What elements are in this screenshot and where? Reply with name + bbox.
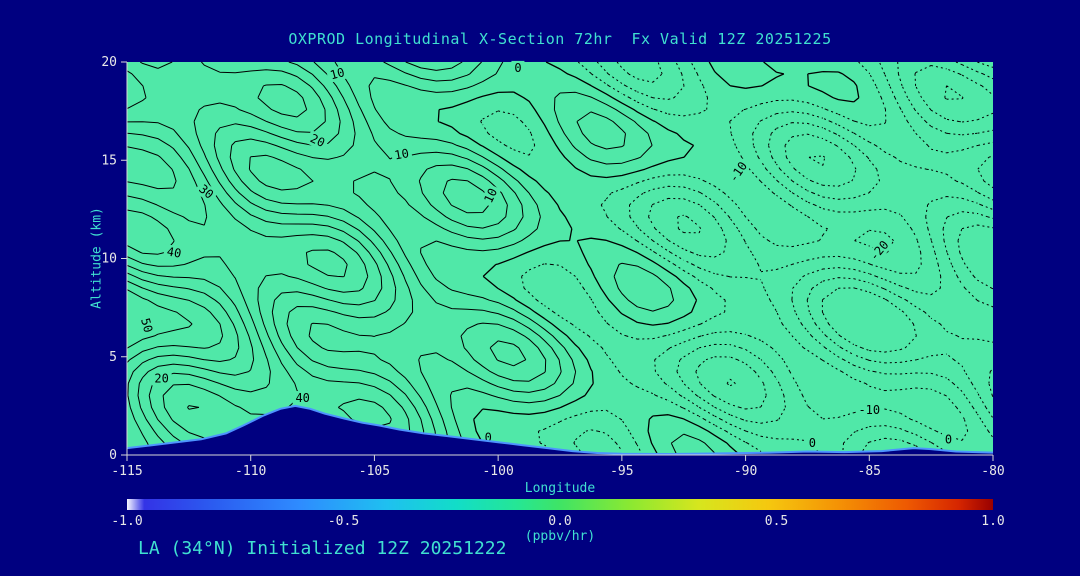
terrain-surface-line: [126, 404, 994, 456]
contour-level--5: [480, 61, 994, 456]
svg-text:0: 0: [809, 436, 816, 450]
contour-label: -10: [855, 402, 883, 417]
contour-label: 10: [480, 183, 502, 208]
contour-label: 40: [162, 243, 186, 262]
contour-level-50: [126, 280, 224, 363]
x-axis-label: Longitude: [524, 481, 596, 496]
colorbar-tick-label: 1.0: [981, 514, 1005, 529]
svg-text:20: 20: [154, 371, 168, 385]
x-tick-label: -115: [111, 464, 142, 479]
contour-label: 0: [941, 432, 955, 447]
svg-text:0: 0: [485, 430, 492, 444]
contour-label: 0: [511, 60, 525, 75]
x-tick-label: -90: [734, 464, 757, 479]
contour-label: 10: [325, 64, 349, 84]
contour-label: 20: [151, 371, 172, 386]
colorbar: [127, 499, 993, 510]
svg-text:0: 0: [945, 432, 952, 446]
terrain-silhouette: [127, 405, 993, 455]
x-tick-label: -105: [359, 464, 390, 479]
init-caption: LA (34°N) Initialized 12Z 20251222: [138, 538, 507, 559]
x-tick-label: -110: [235, 464, 266, 479]
contour-label: 0: [805, 436, 819, 451]
colorbar-tick-label: 0.0: [548, 514, 572, 529]
contour-level--15: [616, 61, 994, 456]
svg-text:40: 40: [166, 244, 183, 260]
svg-text:10: 10: [481, 186, 500, 205]
contour-level--20: [677, 65, 994, 456]
contour-label: 20: [305, 130, 330, 152]
y-tick-label: 15: [101, 153, 117, 168]
svg-text:40: 40: [295, 391, 309, 405]
colorbar-tick-label: -0.5: [327, 514, 360, 529]
x-tick-label: -95: [610, 464, 633, 479]
contour-lines-dotted: [480, 61, 994, 456]
x-tick-label: -100: [482, 464, 513, 479]
y-tick-label: 20: [101, 55, 117, 70]
svg-text:-10: -10: [858, 403, 880, 417]
plot-area: [127, 62, 993, 455]
contour-level--10: [573, 61, 994, 456]
svg-text:10: 10: [329, 65, 347, 82]
svg-text:10: 10: [393, 146, 410, 162]
svg-text:50: 50: [138, 317, 155, 335]
x-tick-label: -85: [858, 464, 881, 479]
contour-label: 40: [292, 391, 313, 406]
y-tick-label: 5: [109, 350, 117, 365]
y-tick-label: 0: [109, 448, 117, 463]
colorbar-tick-label: -1.0: [111, 514, 143, 529]
svg-text:0: 0: [514, 61, 521, 75]
x-tick-label: -80: [981, 464, 1004, 479]
colorbar-units-label: (ppbv/hr): [524, 529, 596, 544]
contour-label: 50: [137, 313, 157, 337]
colorbar-tick-label: 0.5: [764, 514, 789, 529]
plot-title: OXPROD Longitudinal X-Section 72hr Fx Va…: [288, 30, 832, 48]
y-tick-label: 10: [101, 252, 117, 267]
svg-text:20: 20: [308, 131, 327, 150]
contour-label: 10: [390, 145, 413, 163]
